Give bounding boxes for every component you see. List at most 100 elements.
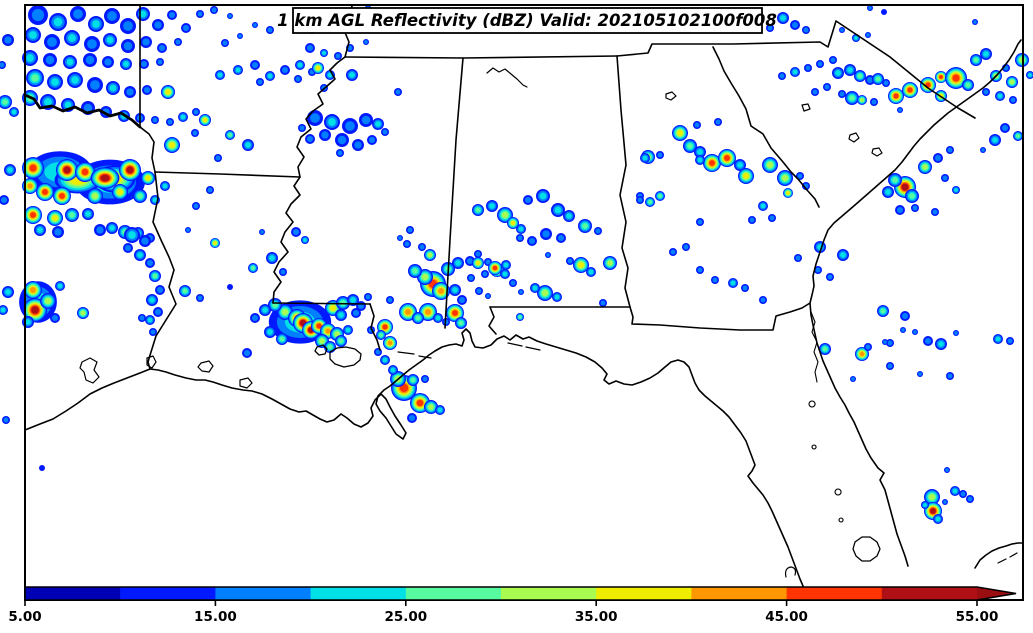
radar-echo-level-2 [295, 76, 301, 82]
radar-cell [22, 157, 44, 179]
radar-cell [923, 336, 933, 346]
radar-echo-level-2 [517, 235, 523, 241]
radar-cell [452, 257, 464, 269]
radar-cell [199, 114, 211, 126]
radar-cell [823, 83, 831, 91]
radar-cell [84, 36, 100, 52]
radar-echo-level-5 [928, 493, 936, 501]
colorbar-segment [691, 587, 788, 600]
radar-cell [449, 284, 461, 296]
radar-echo-level-4 [687, 143, 693, 149]
radar-cell [83, 53, 97, 67]
radar-cell [352, 139, 364, 151]
radar-cell [816, 60, 824, 68]
radar-cell [989, 134, 1001, 146]
radar-cell [22, 316, 34, 328]
radar-echo-level-3 [1028, 73, 1032, 77]
radar-echo-level-2 [815, 267, 821, 273]
radar-cell [367, 135, 377, 145]
radar-cell [703, 154, 721, 172]
radar-cell [599, 299, 607, 307]
radar-echo-level-3 [938, 341, 944, 347]
radar-echo-level-3 [885, 189, 891, 195]
radar-cell [886, 362, 894, 370]
radar-cell [64, 30, 80, 46]
radar-echo-level-2 [175, 39, 181, 45]
radar-cell [104, 8, 120, 24]
colorbar-segment [405, 587, 502, 600]
colorbar-segment [120, 587, 216, 600]
radar-echo-level-2 [981, 148, 985, 152]
radar-echo-level-2 [150, 329, 156, 335]
radar-echo-level-2 [142, 38, 150, 46]
radar-cell [762, 157, 778, 173]
radar-cell [1006, 337, 1014, 345]
colorbar-outline [24, 586, 1017, 601]
radar-echo-level-6 [117, 189, 123, 195]
radar-cell [917, 371, 923, 377]
radar-echo-level-2 [812, 89, 818, 95]
radar-cell [578, 219, 592, 233]
radar-cell [82, 208, 94, 220]
radar-cell [139, 235, 151, 247]
radar-cell [227, 284, 233, 290]
radar-cell [134, 249, 146, 261]
radar-cell [640, 153, 650, 163]
radar-cell [734, 159, 746, 171]
radar-echo-level-3 [737, 162, 743, 168]
radar-cell [738, 168, 754, 184]
radar-cell [266, 252, 278, 264]
border-tx-la-sabine [147, 171, 177, 370]
radar-echo-level-2 [143, 86, 151, 94]
radar-echo-level-5 [1009, 79, 1015, 85]
radar-echo-level-2 [422, 376, 428, 382]
radar-cell [718, 149, 736, 167]
radar-cell [551, 203, 565, 217]
radar-echo-level-3 [11, 109, 17, 115]
radar-echo-level-9 [31, 306, 39, 314]
radar-cell [2, 416, 10, 424]
radar-echo-level-5 [922, 164, 928, 170]
radar-cell [696, 218, 704, 226]
radar-cell [305, 43, 315, 53]
radar-echo-level-2 [124, 244, 132, 252]
radar-echo-level-5 [781, 174, 789, 182]
radar-cell [962, 79, 974, 91]
radar-cell [160, 181, 170, 191]
radar-cell [886, 339, 894, 347]
river-red-ok-tx-border [23, 93, 142, 129]
radar-cell [24, 281, 42, 299]
radar-echo-level-2 [281, 66, 289, 74]
radar-cell [94, 224, 106, 236]
radar-cell [900, 311, 910, 321]
radar-cell [433, 313, 443, 323]
radar-cell [106, 81, 120, 95]
radar-cell [472, 204, 484, 216]
radar-cell [814, 266, 822, 274]
border-ar-la [154, 171, 301, 178]
radar-echo-level-2 [419, 244, 425, 250]
river-st-johns [810, 311, 819, 383]
radar-cell [215, 70, 225, 80]
radar-cell [408, 264, 422, 278]
radar-echo-level-2 [482, 271, 488, 277]
radar-cell [942, 499, 948, 505]
radar-cell [870, 98, 878, 106]
radar-cell [829, 56, 837, 64]
radar-cell [227, 13, 233, 19]
radar-cell [946, 372, 954, 380]
radar-echo-level-8 [952, 74, 960, 82]
radar-cell [1000, 123, 1010, 133]
radar-echo-level-3 [642, 155, 648, 161]
radar-echo-level-2 [868, 6, 872, 10]
radar-echo-level-1 [227, 284, 233, 290]
radar-echo-level-4 [647, 199, 653, 205]
radar-echo-level-2 [600, 300, 606, 306]
radar-echo-level-5 [319, 338, 325, 344]
radar-echo-level-5 [766, 161, 774, 169]
radar-echo-level-2 [154, 308, 162, 316]
radar-cell [145, 258, 155, 268]
radar-cell [933, 153, 943, 163]
radar-echo-level-3 [109, 84, 117, 92]
